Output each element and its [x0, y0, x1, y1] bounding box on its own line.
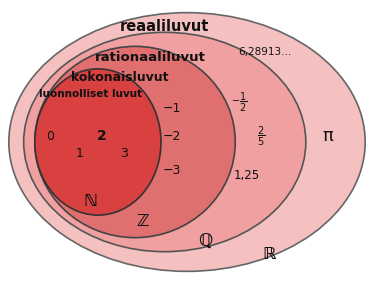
Text: 1: 1	[76, 147, 83, 160]
Text: −1: −1	[163, 102, 181, 115]
Text: π: π	[323, 128, 334, 145]
Text: −2: −2	[163, 130, 181, 143]
Ellipse shape	[35, 69, 161, 215]
Text: rationaaliluvut: rationaaliluvut	[95, 51, 205, 64]
Text: 1,25: 1,25	[233, 169, 260, 182]
Ellipse shape	[9, 12, 365, 272]
Ellipse shape	[35, 46, 235, 238]
Text: 3: 3	[120, 147, 128, 160]
Text: −3: −3	[163, 164, 181, 177]
Text: reaaliluvut: reaaliluvut	[120, 19, 209, 34]
Text: ℝ: ℝ	[262, 245, 275, 264]
Text: kokonaisluvut: kokonaisluvut	[71, 71, 169, 84]
Text: ℤ: ℤ	[136, 212, 149, 230]
Text: 0: 0	[46, 130, 53, 143]
Text: luonnolliset luvut: luonnolliset luvut	[39, 89, 142, 99]
Text: $\dfrac{2}{5}$: $\dfrac{2}{5}$	[257, 125, 265, 148]
Text: 6,28913...: 6,28913...	[238, 47, 292, 57]
Ellipse shape	[24, 32, 306, 252]
Text: ℚ: ℚ	[199, 231, 213, 249]
Text: $-\dfrac{1}{2}$: $-\dfrac{1}{2}$	[231, 91, 247, 114]
Text: ℕ: ℕ	[83, 192, 97, 210]
Text: 2: 2	[97, 130, 107, 143]
